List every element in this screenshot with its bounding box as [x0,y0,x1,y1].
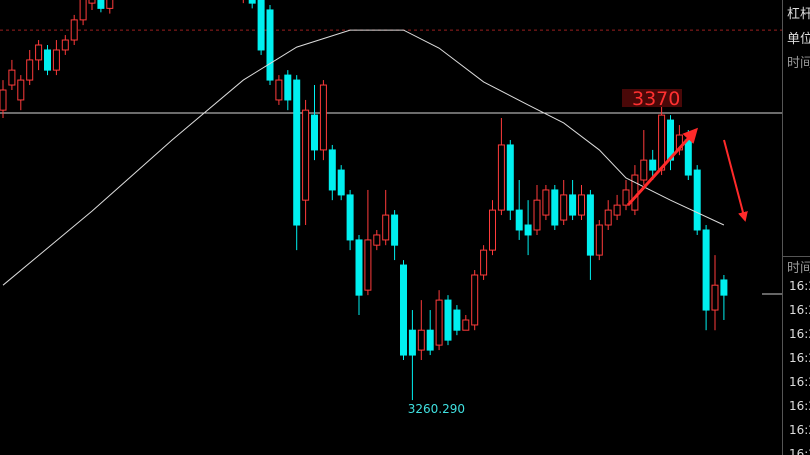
candle-body [293,79,301,226]
candle-body [720,279,728,296]
candle-body [506,144,514,211]
side-panel: 杠杆 单位 时间 时间 16:2 16:2 16:2 16:2 16:2 16:2 16:2… [782,0,810,455]
candle-body [613,204,621,216]
candle-body [569,194,577,216]
chart: 3370 3260.290 [0,0,782,416]
candle-body [97,0,105,9]
candle-body [711,284,719,311]
candle-body [266,9,274,81]
candle-body [61,39,69,51]
candle-body [355,239,363,296]
annotation: 3370 [632,88,680,110]
candle-body [382,214,390,241]
candle-body [453,309,461,331]
annotation-bg [622,89,682,108]
candle-body [44,49,51,71]
candle-body [560,194,568,221]
candle-body [319,84,327,151]
time-label: 16:2 [789,327,810,341]
candle-body [524,224,532,236]
time-label: 16:2 [789,447,810,455]
candle-body [480,249,488,276]
candle-body [52,49,60,71]
candle-body [26,59,34,81]
candle-body [364,239,372,291]
candle-body [0,89,7,111]
candle-body [604,209,612,226]
candle-body [515,209,523,231]
candle-body [497,144,505,211]
up-arrow [626,127,699,207]
candle-body [551,189,559,226]
candle-body [248,0,256,4]
candle-body [471,274,479,326]
side-label: 单位 [787,32,810,47]
candle-body [337,169,345,196]
candle-body [346,194,354,241]
candle-body [533,199,541,231]
candle-body [328,149,336,191]
candle-body [408,329,416,356]
candle-body [622,189,630,206]
candle-body [88,0,96,4]
candle-body [79,0,87,21]
candle-body [489,209,496,251]
time-label: 16:2 [789,423,810,437]
candle-body [693,169,701,231]
candle-body [284,74,292,101]
candle-body [586,194,594,256]
candle-body [426,329,434,351]
candle-body [702,229,710,311]
time-label: 16:2 [789,351,810,365]
candle-body [658,114,666,171]
time-label: 16:2 [789,303,810,317]
candle-body [302,109,310,201]
time-label: 16:2 [789,399,810,413]
time-label: 16:2 [789,279,810,293]
candle-body [391,214,399,246]
divider [783,256,810,257]
candle-body [70,19,78,41]
candle-body [444,299,452,341]
candle-body [257,0,265,51]
side-header: 时间 [787,261,810,276]
candle-body [35,44,43,61]
side-label: 杠杆 [787,7,810,22]
side-label: 时间 [787,56,810,71]
candle-body [640,159,648,181]
candle-body [649,159,657,171]
candle-body [462,319,470,331]
candle-body [400,264,407,356]
candle-body [373,234,381,246]
candle-body [106,0,114,9]
time-label: 16:2 [789,375,810,389]
plot: 3370 3260.290 [0,0,782,416]
candle-body [8,69,16,86]
moving-average [2,29,725,286]
candle-body [17,79,25,101]
candle-body [684,139,692,176]
candle-body [275,79,283,101]
low-label: 3260.290 [408,402,465,416]
candle-body [311,114,318,151]
down-arrow [723,139,748,222]
candle-body [435,299,443,346]
candle-body [578,194,585,216]
candle-body [595,224,603,256]
candle-body [417,329,425,351]
candle-body [631,174,639,211]
candle-body [542,189,550,216]
